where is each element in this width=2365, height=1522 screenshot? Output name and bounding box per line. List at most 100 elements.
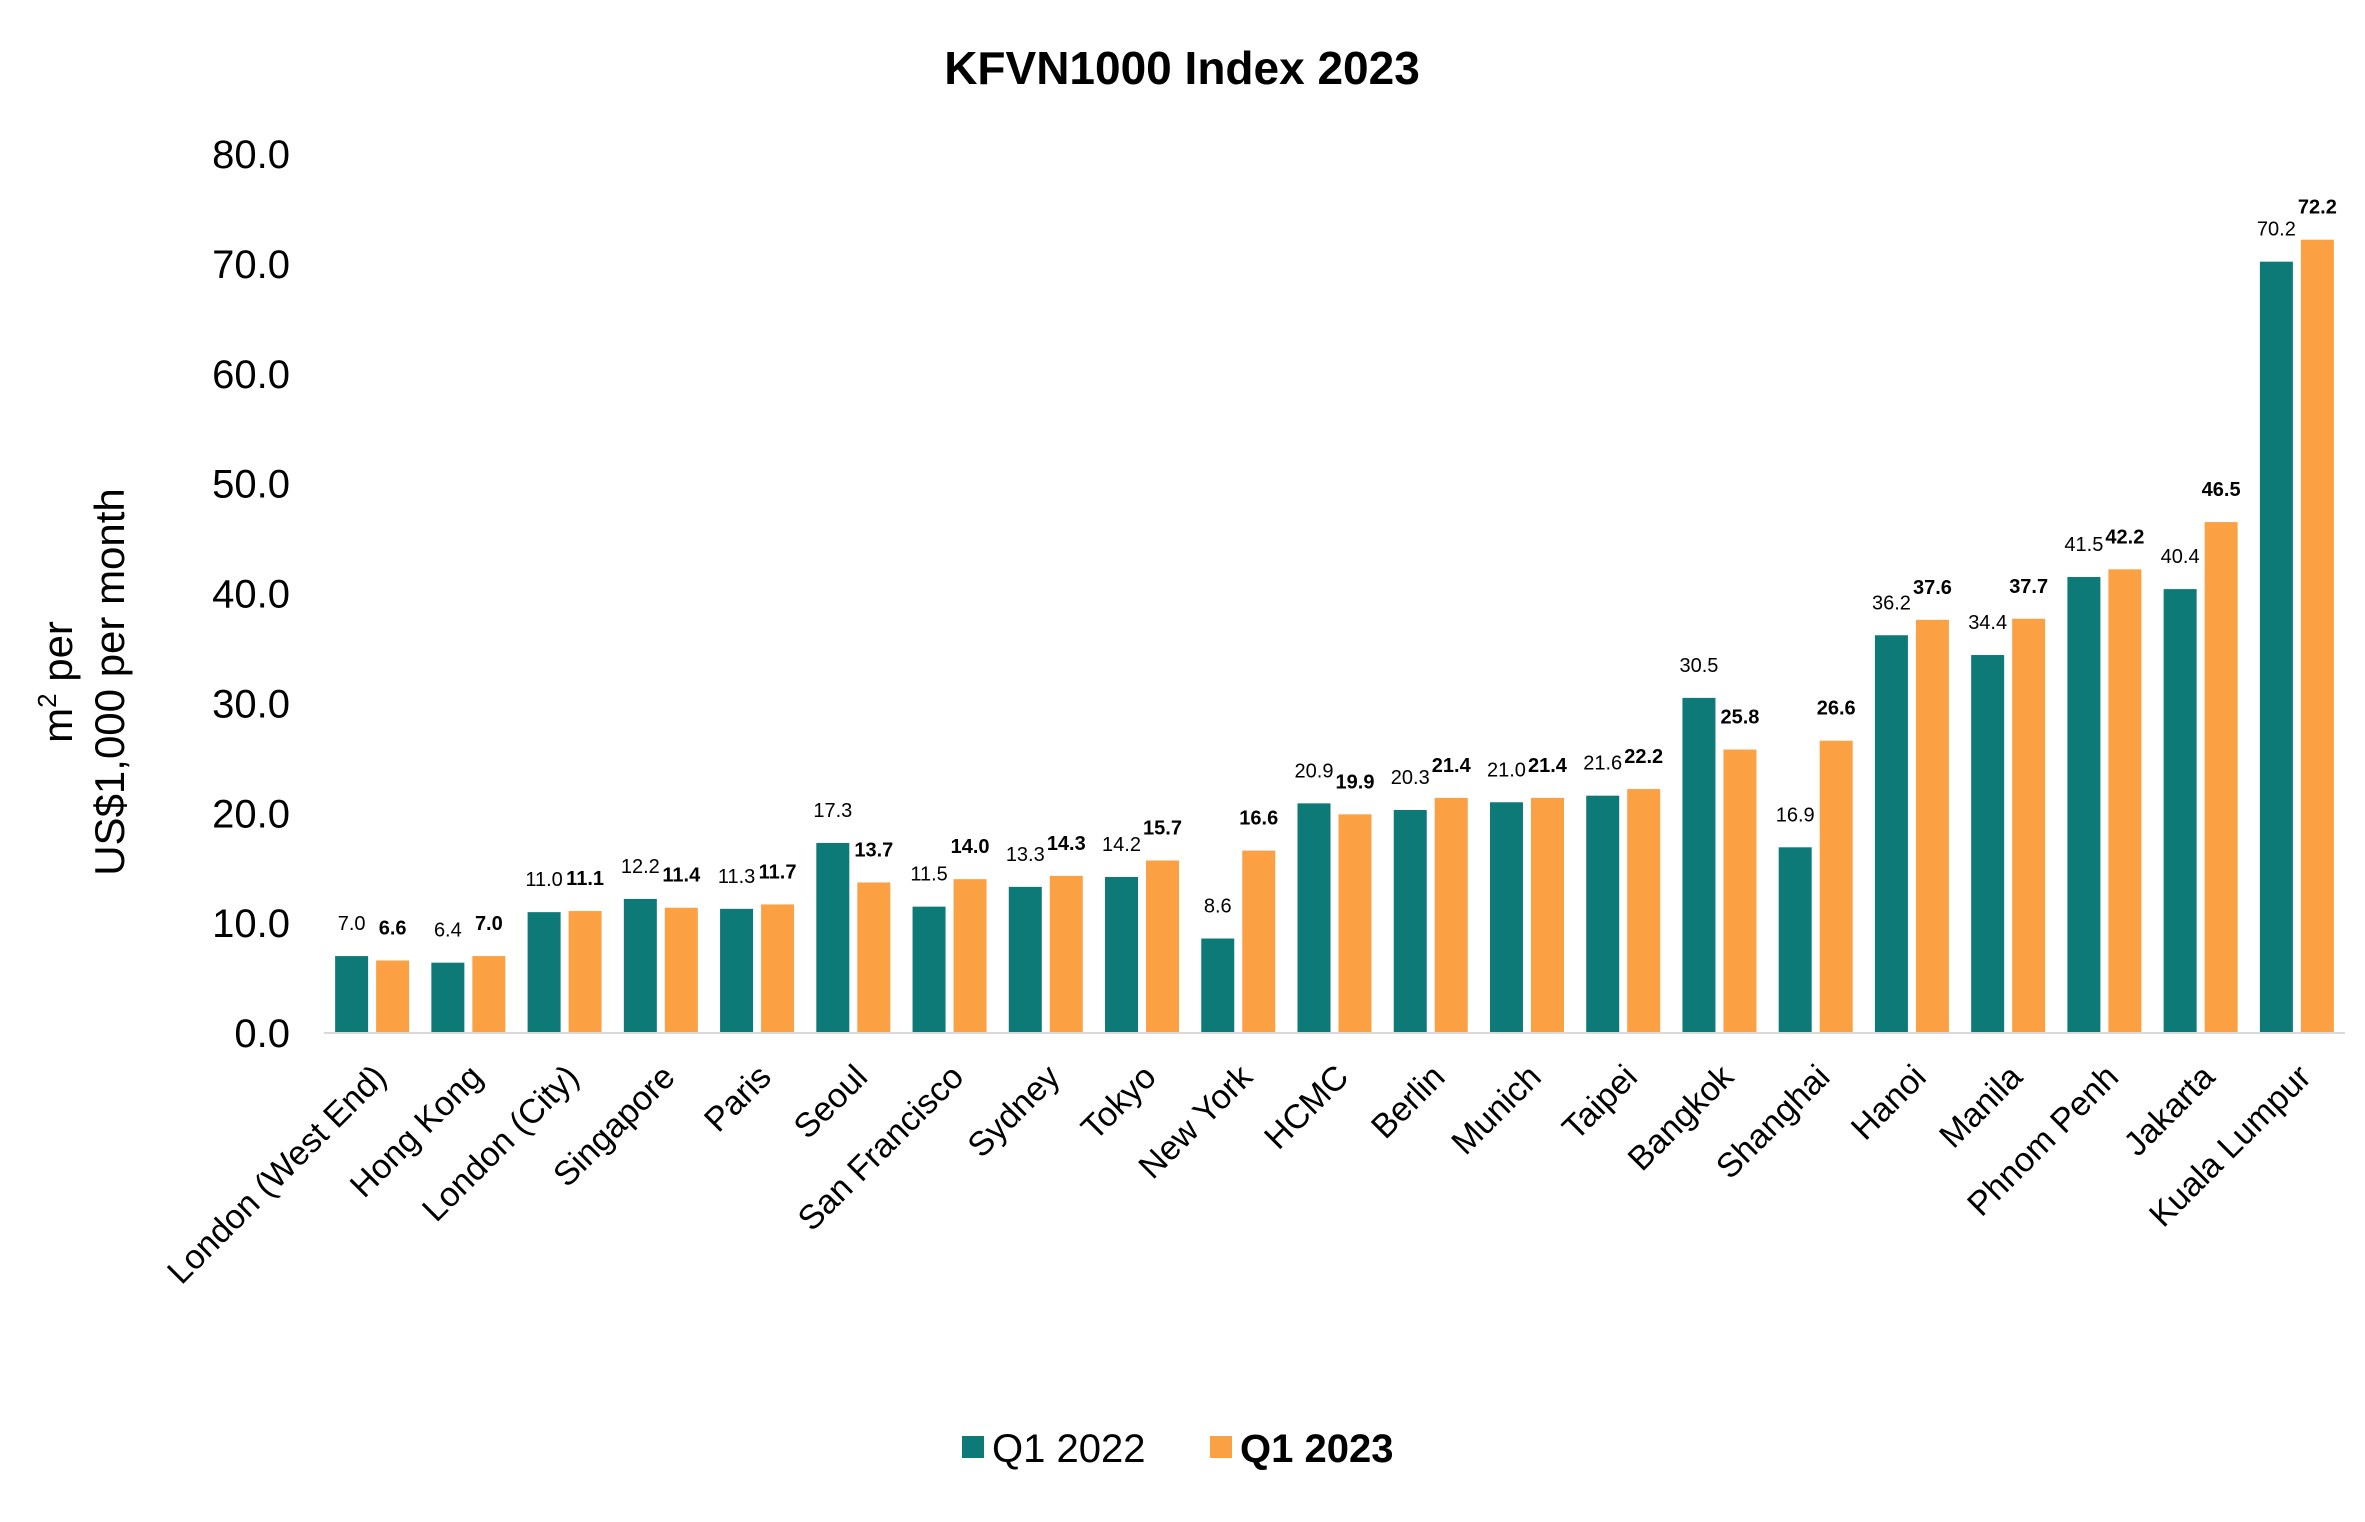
legend-swatch-q1-2023 <box>1210 1436 1232 1458</box>
data-label-q1-2023-tokyo: 15.7 <box>1143 817 1182 839</box>
data-label-q1-2023-seoul: 13.7 <box>854 839 893 861</box>
data-label-q1-2022-jakarta: 40.4 <box>2161 546 2200 568</box>
bar-q1-2022-san-francisco <box>912 906 946 1033</box>
chart-title: KFVN1000 Index 2023 <box>944 42 1420 94</box>
data-label-q1-2023-hong-kong: 7.0 <box>475 913 503 935</box>
data-label-q1-2023-singapore: 11.4 <box>662 865 701 887</box>
y-tick-label: 50.0 <box>212 463 290 507</box>
data-label-q1-2022-new-york: 8.6 <box>1204 896 1232 918</box>
bar-q1-2023-sydney <box>1049 875 1083 1033</box>
x-tick-label-tokyo: Tokyo <box>1074 1058 1164 1148</box>
legend: Q1 2022 Q1 2023 <box>962 1427 1393 1471</box>
data-label-q1-2023-bangkok: 25.8 <box>1720 707 1759 729</box>
data-label-q1-2022-phnom-penh: 41.5 <box>2064 534 2103 556</box>
bar-q1-2022-singapore <box>623 898 657 1033</box>
x-tick-label-hcmc: HCMC <box>1257 1058 1356 1157</box>
y-tick-label: 0.0 <box>234 1012 290 1056</box>
data-label-q1-2023-paris: 11.7 <box>759 861 797 883</box>
y-axis-label-unit: m <box>34 708 81 743</box>
bar-q1-2023-jakarta <box>2204 522 2238 1033</box>
data-label-q1-2022-london-city: 11.0 <box>525 869 562 891</box>
bar-q1-2022-hcmc <box>1297 803 1331 1033</box>
x-tick-label-taipei: Taipei <box>1555 1058 1645 1148</box>
bar-q1-2023-london-west-end <box>376 960 410 1033</box>
data-label-q1-2022-tokyo: 14.2 <box>1102 834 1141 856</box>
y-axis-label: m2 per US$1,000 per month <box>32 488 133 876</box>
bar-q1-2022-paris <box>720 908 754 1033</box>
data-label-q1-2023-kuala-lumpur: 72.2 <box>2298 197 2337 219</box>
data-label-q1-2023-taipei: 22.2 <box>1624 746 1663 768</box>
x-tick-label-berlin: Berlin <box>1364 1058 1452 1146</box>
y-tick-label: 80.0 <box>212 133 290 177</box>
x-tick-label-munich: Munich <box>1444 1058 1548 1162</box>
data-label-q1-2023-manila: 37.7 <box>2009 576 2048 598</box>
y-tick-label: 30.0 <box>212 682 290 726</box>
x-tick-label-paris: Paris <box>697 1058 779 1140</box>
bar-q1-2022-munich <box>1489 802 1523 1033</box>
data-label-q1-2022-shanghai: 16.9 <box>1776 804 1815 826</box>
data-label-q1-2023-berlin: 21.4 <box>1432 755 1472 777</box>
bar-q1-2022-phnom-penh <box>2067 577 2101 1033</box>
bar-q1-2023-manila <box>2012 618 2046 1033</box>
x-tick-label-hanoi: Hanoi <box>1844 1058 1934 1148</box>
data-label-q1-2022-hcmc: 20.9 <box>1295 760 1334 782</box>
data-label-q1-2022-hanoi: 36.2 <box>1872 592 1911 614</box>
y-tick-label: 20.0 <box>212 792 290 836</box>
data-label-q1-2023-sydney: 14.3 <box>1047 833 1086 855</box>
y-tick-label: 10.0 <box>212 902 290 946</box>
data-label-q1-2022-kuala-lumpur: 70.2 <box>2257 219 2296 241</box>
bar-q1-2023-berlin <box>1434 797 1468 1033</box>
data-label-q1-2023-san-francisco: 14.0 <box>951 836 990 858</box>
data-label-q1-2023-new-york: 16.6 <box>1239 808 1278 830</box>
bar-q1-2022-new-york <box>1201 938 1235 1033</box>
bar-q1-2022-hanoi <box>1874 635 1908 1033</box>
data-label-q1-2022-london-west-end: 7.0 <box>338 913 366 935</box>
bar-q1-2022-bangkok <box>1682 697 1716 1033</box>
bar-q1-2022-kuala-lumpur <box>2259 261 2293 1033</box>
data-label-q1-2023-munich: 21.4 <box>1528 755 1568 777</box>
bar-q1-2023-taipei <box>1627 789 1661 1033</box>
data-label-q1-2022-taipei: 21.6 <box>1583 753 1622 775</box>
bar-q1-2022-london-west-end <box>335 956 369 1033</box>
legend-swatch-q1-2022 <box>962 1436 984 1458</box>
data-label-q1-2022-singapore: 12.2 <box>621 856 660 878</box>
bar-q1-2022-hong-kong <box>431 962 465 1033</box>
data-label-q1-2022-seoul: 17.3 <box>813 800 852 822</box>
bar-q1-2023-phnom-penh <box>2108 569 2142 1033</box>
y-axis-ticks: 0.0 10.0 20.0 30.0 40.0 50.0 60.0 70.0 80.0 <box>212 133 290 1056</box>
bar-q1-2022-berlin <box>1393 809 1427 1033</box>
bars <box>335 239 2334 1033</box>
bar-q1-2023-london-city <box>568 911 602 1033</box>
data-label-q1-2022-bangkok: 30.5 <box>1679 655 1718 677</box>
bar-q1-2023-new-york <box>1242 850 1276 1033</box>
bar-q1-2023-bangkok <box>1723 749 1757 1033</box>
y-axis-label-sup: 2 <box>32 693 62 707</box>
bar-q1-2023-tokyo <box>1146 860 1180 1033</box>
y-axis-label-suffix: per <box>34 621 81 693</box>
data-label-q1-2022-sydney: 13.3 <box>1006 844 1045 866</box>
data-label-q1-2023-hanoi: 37.6 <box>1913 577 1952 599</box>
data-label-q1-2022-san-francisco: 11.5 <box>910 864 947 886</box>
legend-label-q1-2022: Q1 2022 <box>992 1427 1145 1471</box>
bar-q1-2023-seoul <box>857 882 891 1033</box>
bar-q1-2022-jakarta <box>2163 589 2197 1033</box>
bar-q1-2022-sydney <box>1008 886 1042 1033</box>
bar-q1-2023-shanghai <box>1819 740 1853 1033</box>
data-label-q1-2023-phnom-penh: 42.2 <box>2105 526 2144 548</box>
x-tick-label-seoul: Seoul <box>787 1058 875 1146</box>
y-axis-label-line1: m2 per <box>32 621 81 743</box>
data-label-q1-2023-hcmc: 19.9 <box>1336 771 1375 793</box>
data-label-q1-2022-berlin: 20.3 <box>1391 767 1430 789</box>
bar-q1-2023-kuala-lumpur <box>2300 239 2334 1033</box>
data-label-q1-2023-london-west-end: 6.6 <box>379 917 407 939</box>
data-label-q1-2022-munich: 21.0 <box>1487 759 1526 781</box>
bar-q1-2023-hong-kong <box>472 956 506 1033</box>
bar-q1-2022-seoul <box>816 842 850 1033</box>
data-label-q1-2022-manila: 34.4 <box>1968 612 2007 634</box>
bar-q1-2023-san-francisco <box>953 879 987 1033</box>
data-label-q1-2023-shanghai: 26.6 <box>1817 698 1856 720</box>
x-tick-label-sydney: Sydney <box>960 1058 1067 1165</box>
y-tick-label: 40.0 <box>212 573 290 617</box>
